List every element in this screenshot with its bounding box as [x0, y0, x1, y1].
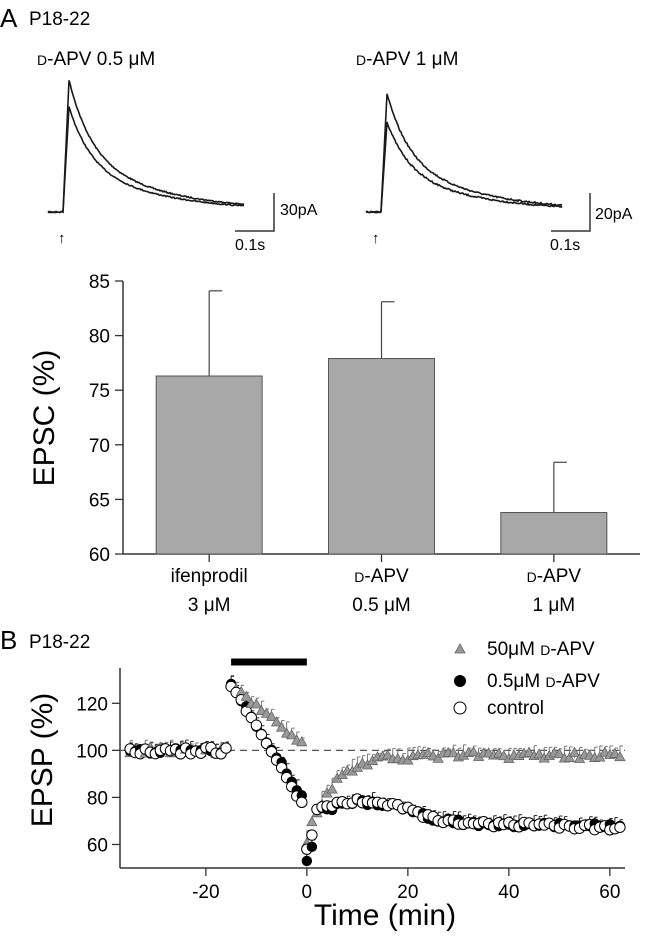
scatter-points	[124, 674, 626, 867]
panel-b-age-label: P18-22	[29, 632, 90, 653]
scatter-x-tick-label: 40	[498, 882, 519, 903]
bar-category-labels: ifenprodil 3 μM D-APV 0.5 μM D-APV 1 μM	[171, 566, 582, 616]
bar-category-label: D-APV	[527, 566, 582, 587]
point-50uM-dapv	[250, 698, 263, 709]
current-trace-2	[365, 121, 563, 214]
trace-1	[47, 80, 245, 214]
current-trace-1	[47, 80, 245, 214]
point-50uM-dapv	[553, 747, 566, 759]
panel-b-letter: B	[0, 625, 17, 655]
trace-2-label: D-APV 1 μM	[356, 49, 458, 70]
point-50uM-dapv	[447, 747, 459, 758]
point-50uM-dapv	[240, 690, 252, 701]
bar-category-concentration: 1 μM	[533, 595, 576, 616]
legend-marker-filled-circle	[454, 675, 466, 687]
trace-2	[365, 93, 563, 214]
point-50uM-dapv	[422, 746, 434, 758]
bars	[155, 290, 608, 555]
scatter-y-tick-label: 60	[87, 835, 108, 856]
scale-time-2: 0.1s	[550, 237, 580, 254]
legend-marker-open-circle	[453, 701, 467, 715]
scatter-x-tick-label: -20	[192, 882, 219, 903]
bar	[500, 512, 608, 555]
point-control	[306, 829, 318, 841]
bar-category-label: D-APV	[354, 566, 409, 587]
point-50uM-dapv	[296, 735, 308, 747]
scatter-x-axis-title: Time (min)	[314, 899, 456, 932]
legend-label: 0.5μM D-APV	[487, 671, 600, 692]
panel-a-age-label: P18-22	[29, 9, 90, 30]
scale-bar-2	[551, 193, 591, 232]
stimulus-arrow-2: ↑	[372, 230, 380, 247]
point-50uM-dapv	[523, 746, 535, 757]
point-50uM-dapv	[467, 745, 480, 757]
bar-chart: EPSC (%) 60 65 70 75 80 85 ifenprodil 3 μM D-AP…	[28, 272, 640, 616]
point-0.5uM-dapv	[306, 841, 318, 853]
point-50uM-dapv	[533, 748, 545, 759]
point-50uM-dapv	[306, 815, 318, 827]
point-control	[614, 821, 626, 833]
bar-y-tick-label: 80	[89, 327, 110, 348]
point-50uM-dapv	[381, 749, 394, 760]
point-50uM-dapv	[260, 707, 273, 718]
point-50uM-dapv	[286, 729, 298, 740]
scatter-y-axis-title: EPSP (%)	[26, 693, 59, 828]
bar-y-axis-title: EPSC (%)	[28, 350, 61, 487]
scatter-x-tick-label: 20	[397, 882, 418, 903]
point-50uM-dapv	[609, 747, 621, 758]
scale-current-2: 20pA	[595, 206, 633, 223]
bar-y-tick-label: 70	[89, 436, 110, 457]
bar-category-concentration: 3 μM	[188, 595, 231, 616]
scatter-y-tick-label: 100	[76, 741, 108, 762]
bar-y-tick-label: 85	[89, 272, 110, 293]
bar-y-tick-label: 60	[89, 545, 110, 566]
point-50uM-dapv	[432, 752, 444, 763]
point-50uM-dapv	[326, 783, 338, 794]
scatter-legend: 50μM D-APV 0.5μM D-APV control	[453, 639, 600, 719]
legend-label: 50μM D-APV	[487, 639, 595, 660]
scatter-y-tick-label: 80	[87, 788, 108, 809]
scale-time-1: 0.1s	[235, 237, 265, 254]
point-50uM-dapv	[568, 746, 581, 757]
scatter-x-tick-label: 0	[302, 882, 313, 903]
scale-current-1: 30pA	[280, 202, 318, 219]
trace-1-label: D-APV 0.5 μM	[37, 49, 155, 70]
point-50uM-dapv	[563, 751, 576, 763]
scatter-x-tick-label: 60	[599, 882, 620, 903]
point-control	[296, 796, 308, 809]
point-50uM-dapv	[614, 750, 626, 762]
scatter-y-tick-label: 120	[76, 694, 108, 715]
legend-marker-triangle	[454, 643, 466, 654]
point-control	[220, 742, 232, 754]
bar-category-concentration: 0.5 μM	[352, 595, 410, 616]
bar-category-label: ifenprodil	[171, 566, 248, 587]
scatter-chart: EPSP (%) Time (min) -20 0 20 40 60 60 80 100 120…	[26, 639, 626, 932]
legend-label: control	[487, 698, 544, 719]
bar-y-tick-label: 75	[89, 381, 110, 402]
point-0.5uM-dapv	[301, 855, 313, 867]
point-50uM-dapv	[265, 710, 278, 721]
scale-bar-1	[235, 193, 275, 232]
bar	[155, 375, 263, 555]
point-50uM-dapv	[270, 716, 283, 727]
stimulus-arrow-1: ↑	[58, 230, 66, 247]
bar	[328, 358, 435, 555]
panel-a-letter: A	[0, 3, 18, 33]
current-trace-2	[47, 106, 245, 214]
current-trace-1	[365, 93, 563, 214]
point-50uM-dapv	[275, 721, 288, 732]
bar-y-tick-label: 65	[89, 490, 110, 511]
